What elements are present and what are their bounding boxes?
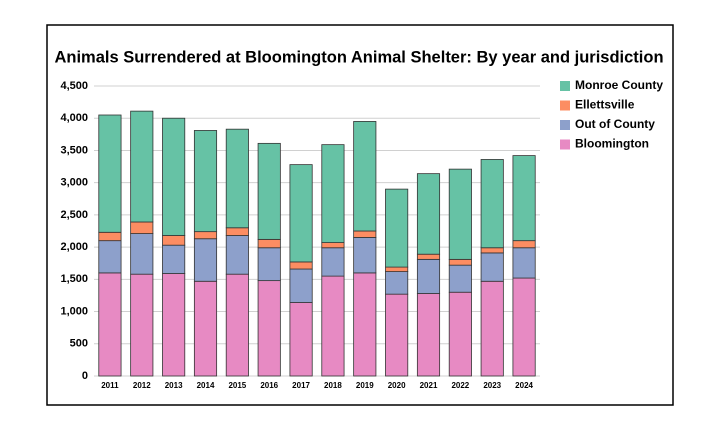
bar-segment xyxy=(257,280,281,377)
bar-segment xyxy=(480,280,504,377)
bar-segment xyxy=(289,261,313,270)
bar-segment xyxy=(385,188,409,268)
bar-segment xyxy=(480,252,504,282)
y-tick-label: 2,000 xyxy=(60,241,88,253)
bar-segment xyxy=(225,128,249,229)
bar-segment xyxy=(321,144,345,243)
bar-segment xyxy=(416,173,441,255)
x-tick-label: 2019 xyxy=(356,381,374,390)
y-tick-label: 0 xyxy=(82,370,88,382)
x-tick-label: 2021 xyxy=(420,381,438,390)
bar-segment xyxy=(480,159,504,249)
legend-swatch xyxy=(560,100,570,111)
legend-swatch xyxy=(560,81,570,91)
bar-segment xyxy=(193,231,218,240)
x-tick-label: 2014 xyxy=(197,381,215,390)
bar-segment xyxy=(193,280,218,377)
bar-segment xyxy=(448,264,472,293)
bar-segment xyxy=(130,273,154,377)
legend-label: Monroe County xyxy=(575,78,663,92)
y-tick-label: 3,500 xyxy=(60,144,88,156)
bar-segment xyxy=(289,302,313,377)
x-tick-label: 2015 xyxy=(228,381,246,390)
x-tick-label: 2016 xyxy=(260,381,278,390)
bar-segment xyxy=(257,142,281,240)
bar-segment xyxy=(98,114,122,233)
x-tick-label: 2013 xyxy=(165,381,183,390)
x-tick-label: 2012 xyxy=(133,381,151,390)
bar-segment xyxy=(162,273,186,377)
bar-segment xyxy=(257,238,281,249)
bar-segment xyxy=(353,237,377,274)
bar-segment xyxy=(512,247,536,279)
bar-segment xyxy=(225,273,249,377)
bar-segment xyxy=(98,231,122,242)
bar-segment xyxy=(193,238,218,282)
legend-swatch xyxy=(560,139,570,150)
bar-segment xyxy=(480,247,504,254)
chart-title: Animals Surrendered at Bloomington Anima… xyxy=(54,48,663,66)
bar-segment xyxy=(162,235,186,246)
x-tick-label: 2018 xyxy=(324,381,342,390)
bar-segment xyxy=(385,293,409,377)
bar-segment xyxy=(257,247,281,282)
bar-segment xyxy=(98,240,122,274)
bar-segment xyxy=(416,258,441,294)
bar-segment xyxy=(353,272,377,377)
bar-segment xyxy=(416,253,441,260)
bar-segment xyxy=(353,230,377,238)
legend-swatch xyxy=(560,120,570,130)
x-tick-label: 2024 xyxy=(515,381,533,390)
bar-segment xyxy=(130,221,154,234)
y-tick-label: 4,500 xyxy=(60,80,88,92)
bar-segment xyxy=(512,277,536,377)
y-tick-label: 3,000 xyxy=(60,177,88,189)
bar-segment xyxy=(321,242,345,249)
bar-segment xyxy=(130,110,154,223)
bar-segment xyxy=(321,247,345,277)
bar-segment xyxy=(225,235,249,275)
bar-segment xyxy=(289,268,313,303)
x-tick-label: 2020 xyxy=(388,381,406,390)
y-tick-label: 1,500 xyxy=(60,273,88,285)
bar-segment xyxy=(385,266,409,273)
bar-segment xyxy=(321,275,345,377)
y-tick-label: 500 xyxy=(70,338,88,350)
bar-segment xyxy=(162,117,186,236)
bar-segment xyxy=(353,121,377,232)
y-tick-label: 1,000 xyxy=(60,305,88,317)
bar-segment xyxy=(162,244,186,274)
bar-segment xyxy=(193,130,218,233)
x-tick-label: 2022 xyxy=(451,381,469,390)
legend-label: Ellettsville xyxy=(575,98,635,112)
legend-label: Bloomington xyxy=(575,137,649,151)
x-tick-label: 2017 xyxy=(292,381,310,390)
bar-segment xyxy=(448,258,472,266)
x-tick-label: 2011 xyxy=(101,381,119,390)
x-tick-label: 2023 xyxy=(483,381,501,390)
bar-segment xyxy=(130,233,154,275)
bar-segment xyxy=(448,291,472,377)
legend-label: Out of County xyxy=(575,117,655,131)
bar-segment xyxy=(448,168,472,260)
bar-segment xyxy=(512,155,536,242)
bar-segment xyxy=(512,240,536,249)
y-tick-label: 4,000 xyxy=(60,112,88,124)
bar-segment xyxy=(416,293,441,377)
bar-segment xyxy=(289,164,313,263)
bar-segment xyxy=(225,227,249,236)
bar-segment xyxy=(98,272,122,377)
y-tick-label: 2,500 xyxy=(60,209,88,221)
bar-segment xyxy=(385,271,409,295)
